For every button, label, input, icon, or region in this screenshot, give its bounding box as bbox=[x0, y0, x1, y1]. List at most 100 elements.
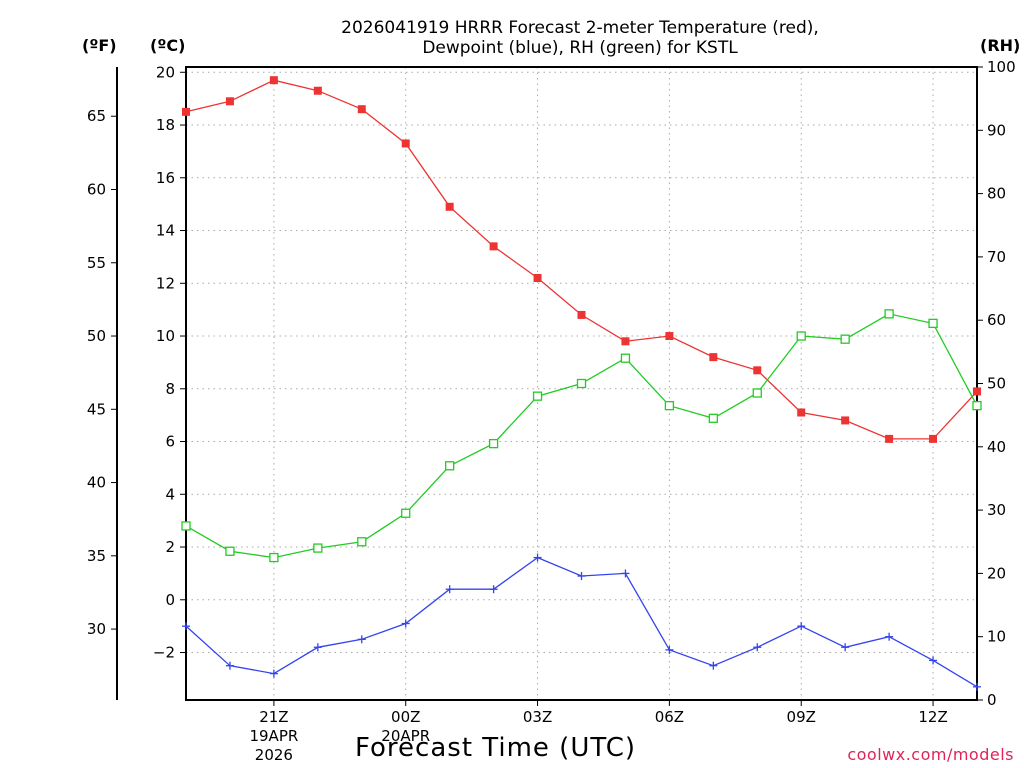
rh-tick-label: 100 bbox=[987, 58, 1016, 76]
chart-grid bbox=[186, 67, 977, 700]
fahrenheit-tick-label: 55 bbox=[87, 254, 106, 272]
temperature-point bbox=[269, 76, 278, 85]
celsius-tick-label: 12 bbox=[156, 274, 175, 292]
fahrenheit-tick-label: 50 bbox=[87, 327, 106, 345]
temperature-point bbox=[533, 274, 542, 282]
temperature-point bbox=[885, 434, 894, 443]
temperature-point bbox=[665, 332, 674, 341]
dewpoint-point bbox=[313, 643, 322, 652]
x-tick-date: 20APR bbox=[381, 727, 430, 745]
relative-humidity-point bbox=[269, 552, 279, 563]
temperature-point bbox=[401, 139, 410, 148]
celsius-tick-label: 10 bbox=[156, 327, 175, 345]
chart-axes bbox=[111, 66, 983, 706]
rh-tick-label: 20 bbox=[987, 564, 1006, 582]
relative-humidity-point bbox=[708, 413, 718, 423]
temperature-point bbox=[841, 416, 850, 425]
celsius-tick-label: 4 bbox=[165, 485, 175, 503]
relative-humidity-point bbox=[752, 388, 762, 398]
temperature-point bbox=[182, 107, 190, 116]
celsius-tick-label: 16 bbox=[156, 169, 175, 187]
temperature-point bbox=[489, 242, 498, 251]
celsius-tick-label: 0 bbox=[165, 591, 175, 609]
dewpoint-point bbox=[577, 572, 586, 581]
celsius-tick-label: 14 bbox=[156, 222, 175, 240]
relative-humidity-point bbox=[796, 331, 806, 341]
temperature-point bbox=[445, 202, 454, 211]
relative-humidity-point bbox=[357, 537, 367, 547]
relative-humidity-point bbox=[181, 521, 191, 531]
celsius-tick-label: 2 bbox=[165, 538, 175, 556]
dewpoint-point bbox=[797, 622, 806, 631]
temperature-point bbox=[753, 366, 762, 375]
temperature-point bbox=[929, 434, 938, 443]
fahrenheit-tick-label: 30 bbox=[87, 620, 106, 638]
dewpoint-point bbox=[269, 669, 278, 678]
x-tick-label: 09Z bbox=[787, 708, 816, 726]
dewpoint-point bbox=[445, 585, 454, 594]
temperature-point bbox=[357, 105, 366, 114]
rh-tick-label: 30 bbox=[987, 501, 1006, 519]
dewpoint-point bbox=[885, 632, 894, 641]
dewpoint-point bbox=[973, 682, 981, 691]
chart-title-line1: 2026041919 HRRR Forecast 2-meter Tempera… bbox=[341, 18, 819, 38]
celsius-tick-label: 20 bbox=[156, 63, 175, 81]
relative-humidity-point bbox=[840, 334, 850, 344]
dewpoint-point bbox=[621, 569, 630, 578]
temperature-point bbox=[709, 353, 718, 362]
relative-humidity-point bbox=[576, 378, 587, 389]
x-tick-label: 12Z bbox=[918, 708, 947, 726]
relative-humidity-point bbox=[884, 309, 894, 319]
dewpoint-point bbox=[357, 635, 366, 644]
dewpoint-point bbox=[182, 622, 190, 631]
dewpoint-point bbox=[401, 619, 410, 628]
dewpoint-point bbox=[929, 656, 938, 665]
rh-tick-label: 90 bbox=[987, 121, 1006, 139]
x-tick-label: 00Z bbox=[391, 708, 420, 726]
rh-tick-label: 60 bbox=[987, 311, 1006, 329]
fahrenheit-tick-label: 35 bbox=[87, 547, 106, 565]
chart-title-line2: Dewpoint (blue), RH (green) for KSTL bbox=[422, 38, 738, 58]
temperature-point bbox=[973, 387, 981, 396]
dewpoint-point bbox=[489, 585, 498, 594]
celsius-tick-label: 6 bbox=[165, 433, 175, 451]
rh-tick-label: 10 bbox=[987, 628, 1006, 646]
dewpoint-point bbox=[225, 661, 234, 670]
relative-humidity-point bbox=[532, 391, 543, 401]
dewpoint-point bbox=[753, 643, 762, 652]
rh-tick-label: 0 bbox=[987, 691, 997, 709]
fahrenheit-tick-label: 40 bbox=[87, 474, 106, 492]
temperature-point bbox=[225, 97, 234, 106]
relative-humidity-point bbox=[313, 543, 323, 553]
rh-tick-label: 40 bbox=[987, 438, 1006, 456]
x-tick-label: 03Z bbox=[523, 708, 552, 726]
rh-tick-label: 70 bbox=[987, 248, 1006, 266]
relative-humidity-point bbox=[225, 546, 235, 556]
dewpoint-point bbox=[533, 553, 542, 562]
temperature-point bbox=[577, 310, 586, 319]
rh-tick-label: 50 bbox=[987, 375, 1006, 393]
relative-humidity-point bbox=[664, 401, 675, 411]
celsius-axis-unit: (ºC) bbox=[150, 36, 186, 55]
fahrenheit-axis-unit: (ºF) bbox=[82, 36, 117, 55]
relative-humidity-point bbox=[488, 438, 499, 449]
temperature-point bbox=[797, 408, 806, 417]
source-credit[interactable]: coolwx.com/models bbox=[847, 745, 1014, 764]
x-tick-label: 21Z bbox=[259, 708, 288, 726]
chart-tick-labels: 20181614121086420−2656055504540353010090… bbox=[87, 58, 1016, 764]
rh-tick-label: 80 bbox=[987, 185, 1006, 203]
x-axis-title: Forecast Time (UTC) bbox=[355, 733, 637, 763]
relative-humidity-line bbox=[185, 313, 978, 559]
relative-humidity-point bbox=[620, 353, 631, 363]
x-tick-year: 2026 bbox=[255, 746, 293, 764]
rh-axis-unit: (RH) bbox=[980, 36, 1021, 55]
x-tick-label: 06Z bbox=[655, 708, 684, 726]
celsius-tick-label: 8 bbox=[165, 380, 175, 398]
dewpoint-point bbox=[665, 645, 674, 654]
celsius-tick-label: −2 bbox=[153, 644, 175, 662]
chart-series bbox=[181, 76, 982, 691]
fahrenheit-tick-label: 45 bbox=[87, 400, 106, 418]
celsius-tick-label: 18 bbox=[156, 116, 175, 134]
temperature-point bbox=[621, 337, 630, 346]
relative-humidity-point bbox=[401, 508, 411, 518]
